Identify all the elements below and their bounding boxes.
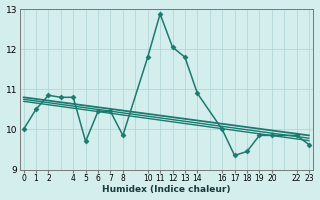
X-axis label: Humidex (Indice chaleur): Humidex (Indice chaleur) xyxy=(102,185,230,194)
